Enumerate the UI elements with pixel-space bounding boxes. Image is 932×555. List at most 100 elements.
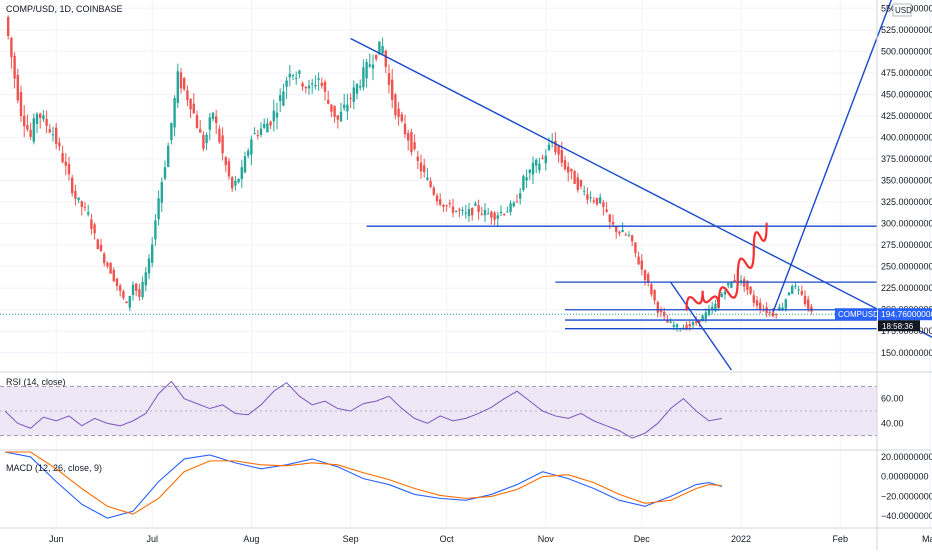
candle-body [227,161,231,177]
candle [429,177,432,189]
candle-body [752,295,755,303]
candle [211,111,215,122]
time-tick-label: Oct [440,534,455,544]
candle [157,190,160,226]
candle-body [413,142,416,149]
candle-body [170,122,173,141]
candle-body [176,71,179,103]
candle [26,114,29,132]
currency-badge[interactable]: USD [892,3,912,17]
candle [199,119,202,133]
candle-body [455,210,458,212]
candle-body [429,180,432,187]
time-axis[interactable]: JunJulAugSepOctNovDec2022FebMarApr [49,534,932,544]
candle [592,197,595,205]
candle [602,199,605,216]
candle [791,284,794,295]
candle [605,201,608,213]
candle [138,283,141,301]
candle [727,282,730,289]
candle-body [362,67,365,88]
candle-body [80,201,83,207]
candle-body [426,177,429,180]
candle-body [320,82,323,86]
candle-body [567,166,570,173]
candle [71,174,74,197]
price-pane[interactable] [0,15,877,332]
candle [269,120,272,129]
candle-body [544,155,547,164]
candle-body [647,274,650,282]
candle-body [327,99,330,104]
candle-body [355,83,359,94]
trendline[interactable] [670,281,732,371]
rsi-pane[interactable] [0,380,877,439]
candle [464,204,467,219]
signal-line [5,451,722,515]
candle-body [147,258,151,274]
candle-body [186,90,189,101]
candle-body [208,117,211,130]
candle-body [525,177,528,181]
candle-body [157,198,160,220]
candle-body [784,299,787,309]
candle-body [637,256,640,265]
candle [368,53,371,68]
candle-body [807,299,810,309]
candle-body [253,133,256,135]
candle [115,278,119,291]
candle [45,110,48,134]
candle [768,309,771,317]
candle-body [48,129,51,133]
candle-body [151,244,154,263]
candle-body [541,157,544,159]
candle [96,238,99,250]
candle [125,301,128,304]
candle [787,291,791,296]
candle [803,290,807,307]
candle-body [704,312,707,319]
candle [106,261,109,269]
candle [90,213,93,235]
drawing-layer[interactable] [350,0,932,371]
candle-body [23,115,26,127]
macd-pane[interactable] [4,451,722,519]
candle-body [291,75,295,77]
candle [426,168,429,181]
projection-path[interactable] [685,222,768,311]
candle [720,292,723,298]
candle [499,205,503,217]
candle-body [387,73,391,85]
candle [163,160,167,181]
candle [42,109,45,123]
candle-body [618,231,621,234]
candle [192,93,195,115]
candle-body [29,129,32,137]
candle [173,95,176,137]
candle-body [189,98,192,110]
candle [631,234,634,247]
candle [327,90,330,105]
candle [311,78,314,94]
candle-body [391,79,394,101]
candle [397,102,400,126]
time-tick-label: Aug [243,534,259,544]
candle-body [288,73,291,78]
candle [448,199,451,208]
candle [675,323,679,332]
candle [135,282,138,297]
candle [643,269,647,286]
candle [215,109,218,134]
trendline[interactable] [772,0,893,313]
candle-body [458,209,461,211]
candle-body [586,194,589,200]
candle [275,102,279,130]
candle-body [535,159,538,166]
candle [103,251,106,267]
candle-body [554,140,557,153]
candle [160,177,163,213]
candle-body [167,145,170,167]
candle-body [259,128,263,136]
candle [83,201,87,212]
